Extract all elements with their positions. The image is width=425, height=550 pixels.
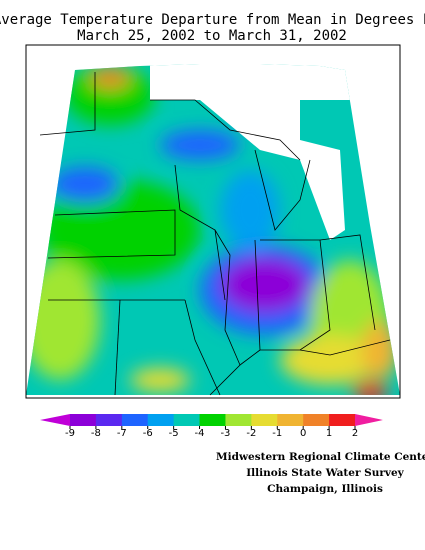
legend-tick-label: -7 bbox=[117, 428, 127, 439]
credit-line: Champaign, Illinois bbox=[267, 483, 383, 495]
legend-arrow bbox=[40, 414, 70, 426]
legend-tick-label: -5 bbox=[169, 428, 179, 439]
legend-swatch bbox=[277, 414, 304, 426]
legend-swatch bbox=[303, 414, 330, 426]
legend-tick-label: 1 bbox=[326, 428, 332, 439]
legend-tick-label: 0 bbox=[300, 428, 306, 439]
credit-line: Midwestern Regional Climate Center bbox=[216, 451, 425, 463]
legend-tick-label: -1 bbox=[272, 428, 282, 439]
map-frame bbox=[25, 44, 401, 399]
legend-swatch bbox=[147, 414, 175, 426]
legend-swatch bbox=[70, 414, 97, 426]
state-boundaries bbox=[39, 72, 391, 396]
legend-tick-label: -9 bbox=[65, 428, 75, 439]
legend-swatch bbox=[173, 414, 201, 426]
legend-swatch bbox=[251, 414, 278, 426]
temperature-field bbox=[26, 64, 400, 395]
legend-swatch bbox=[95, 414, 123, 426]
map-title: Average Temperature Departure from Mean … bbox=[0, 12, 425, 28]
credit-line: Illinois State Water Survey bbox=[246, 467, 404, 479]
map-subtitle: March 25, 2002 to March 31, 2002 bbox=[77, 28, 347, 44]
legend-tick-label: -4 bbox=[195, 428, 205, 439]
legend-tick-label: -6 bbox=[143, 428, 153, 439]
color-legend: -9 -8 -7 -6 -5 -4 -3 -2 -1 0 1 2 bbox=[40, 414, 383, 439]
legend-tick-label: -2 bbox=[246, 428, 256, 439]
legend-tick-label: -3 bbox=[220, 428, 230, 439]
legend-swatch bbox=[329, 414, 356, 426]
legend-tick-label: 2 bbox=[352, 428, 358, 439]
legend-swatch bbox=[225, 414, 252, 426]
legend-arrow bbox=[355, 414, 383, 426]
legend-swatch bbox=[121, 414, 149, 426]
legend-tick-label: -8 bbox=[91, 428, 101, 439]
legend-swatch bbox=[199, 414, 226, 426]
